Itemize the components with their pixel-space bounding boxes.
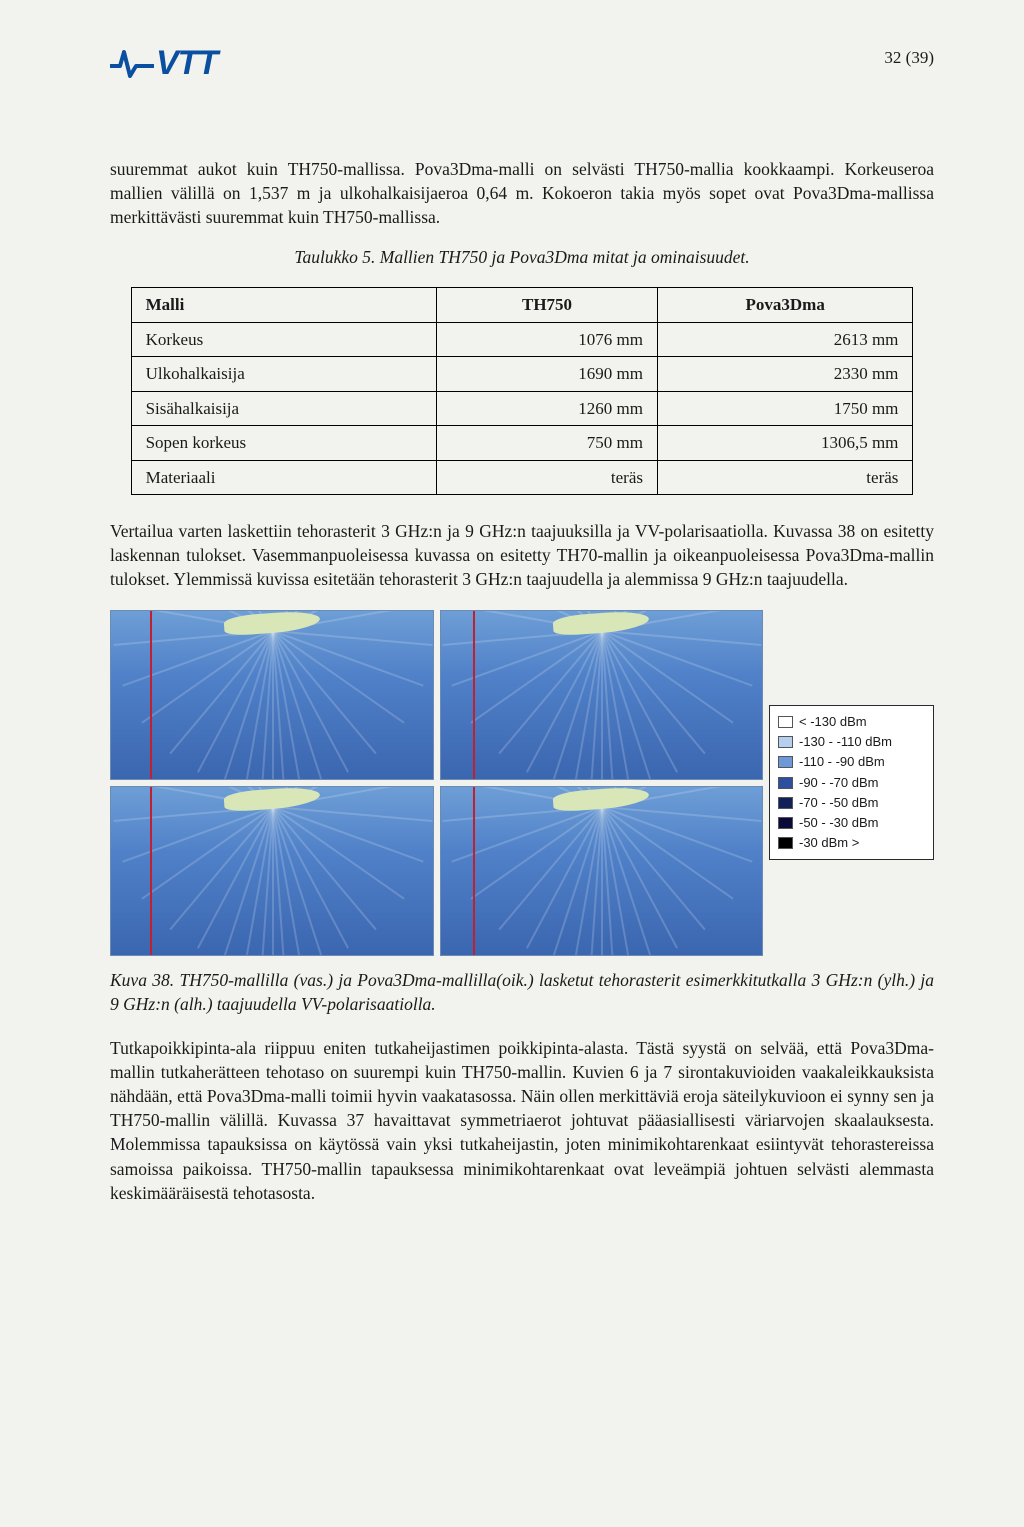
legend-label: -90 - -70 dBm: [799, 773, 878, 793]
vtt-logo: VTT: [110, 40, 217, 87]
table-cell: 1076 mm: [437, 322, 658, 356]
legend-row: -50 - -30 dBm: [778, 813, 925, 833]
table-cell: Materiaali: [131, 460, 436, 494]
table-cell: 750 mm: [437, 426, 658, 460]
table-row: Korkeus1076 mm2613 mm: [131, 322, 913, 356]
paragraph-intro: suuremmat aukot kuin TH750-mallissa. Pov…: [110, 157, 934, 229]
legend-label: -50 - -30 dBm: [799, 813, 878, 833]
table-header-row: Malli TH750 Pova3Dma: [131, 288, 913, 322]
figure-caption: Kuva 38. TH750-mallilla (vas.) ja Pova3D…: [110, 968, 934, 1016]
legend-label: < -130 dBm: [799, 712, 867, 732]
table-row: Ulkohalkaisija1690 mm2330 mm: [131, 357, 913, 391]
table-header: Pova3Dma: [657, 288, 912, 322]
legend-swatch: [778, 837, 793, 849]
legend-swatch: [778, 797, 793, 809]
logo-text: VTT: [156, 40, 217, 87]
table-cell: 2330 mm: [657, 357, 912, 391]
map-panel: [110, 786, 434, 956]
table-cell: 1690 mm: [437, 357, 658, 391]
table-cell: Ulkohalkaisija: [131, 357, 436, 391]
table-row: Sopen korkeus750 mm1306,5 mm: [131, 426, 913, 460]
legend-swatch: [778, 736, 793, 748]
table-header: Malli: [131, 288, 436, 322]
dimensions-table: Malli TH750 Pova3Dma Korkeus1076 mm2613 …: [131, 287, 914, 495]
table-header: TH750: [437, 288, 658, 322]
legend-label: -30 dBm >: [799, 833, 859, 853]
pulse-icon: [110, 48, 154, 78]
legend-swatch: [778, 777, 793, 789]
figure-block: < -130 dBm-130 - -110 dBm-110 - -90 dBm-…: [110, 610, 934, 956]
map-panel: [440, 786, 764, 956]
table-cell: Korkeus: [131, 322, 436, 356]
table-cell: Sopen korkeus: [131, 426, 436, 460]
paragraph-discussion: Tutkapoikkipinta-ala riippuu eniten tutk…: [110, 1036, 934, 1205]
legend-swatch: [778, 716, 793, 728]
legend-swatch: [778, 756, 793, 768]
table-cell: teräs: [657, 460, 912, 494]
table-row: Materiaaliterästeräs: [131, 460, 913, 494]
legend-row: -130 - -110 dBm: [778, 732, 925, 752]
table-cell: 1260 mm: [437, 391, 658, 425]
legend-row: < -130 dBm: [778, 712, 925, 732]
table-cell: Sisähalkaisija: [131, 391, 436, 425]
legend-row: -70 - -50 dBm: [778, 793, 925, 813]
map-panel: [440, 610, 764, 780]
table-cell: 1750 mm: [657, 391, 912, 425]
legend-label: -70 - -50 dBm: [799, 793, 878, 813]
page-header: VTT 32 (39): [110, 40, 934, 87]
legend-swatch: [778, 817, 793, 829]
table-row: Sisähalkaisija1260 mm1750 mm: [131, 391, 913, 425]
legend-row: -90 - -70 dBm: [778, 773, 925, 793]
legend-box: < -130 dBm-130 - -110 dBm-110 - -90 dBm-…: [769, 705, 934, 860]
paragraph-method: Vertailua varten laskettiin tehorasterit…: [110, 519, 934, 591]
table-cell: teräs: [437, 460, 658, 494]
map-grid: [110, 610, 763, 956]
legend-label: -110 - -90 dBm: [799, 752, 885, 772]
table-cell: 1306,5 mm: [657, 426, 912, 460]
page-number: 32 (39): [884, 46, 934, 69]
map-panel: [110, 610, 434, 780]
table-caption: Taulukko 5. Mallien TH750 ja Pova3Dma mi…: [110, 245, 934, 269]
legend-row: -110 - -90 dBm: [778, 752, 925, 772]
table-cell: 2613 mm: [657, 322, 912, 356]
legend-row: -30 dBm >: [778, 833, 925, 853]
legend-label: -130 - -110 dBm: [799, 732, 892, 752]
